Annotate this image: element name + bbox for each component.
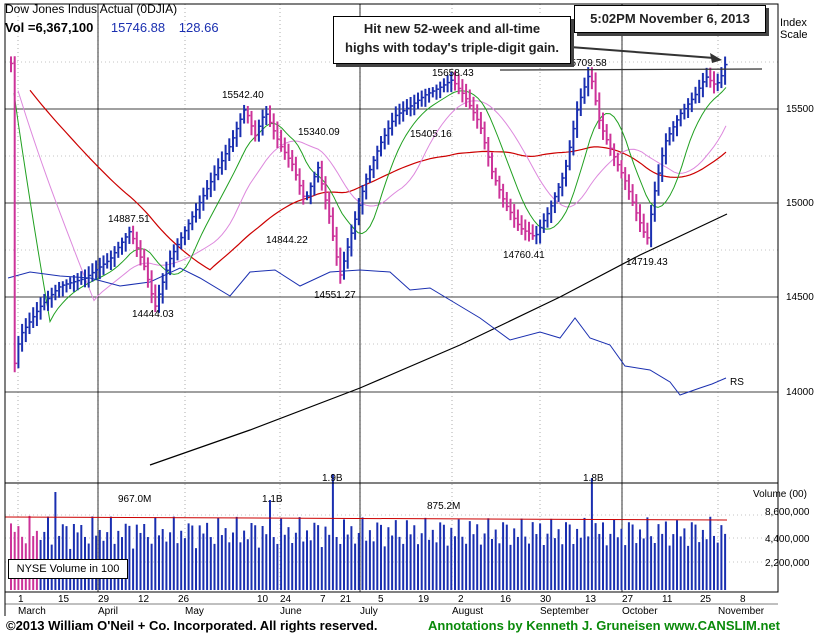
x-day-label: 2 xyxy=(458,594,464,605)
volume-peak-label: 967.0M xyxy=(118,494,151,505)
volume-tick-label: 4,400,000 xyxy=(765,534,810,545)
x-day-label: 25 xyxy=(700,594,712,605)
x-day-label: 10 xyxy=(257,594,269,605)
volume-peak-label: 875.2M xyxy=(427,501,460,512)
moving-average-21 xyxy=(17,90,727,302)
credits-text: Annotations by Kenneth J. Gruneisen www.… xyxy=(428,618,780,633)
y-tick-label: 15500 xyxy=(786,104,814,115)
index-scale-label: Index Scale xyxy=(780,17,808,41)
y-tick-label: 14000 xyxy=(786,387,814,398)
price-label: 14719.43 xyxy=(626,257,668,268)
rs-series-label: RS xyxy=(730,377,744,388)
volume-peak-label: 1.9B xyxy=(322,473,343,484)
x-month-label: April xyxy=(98,606,118,617)
price-label: 14844.22 xyxy=(266,235,308,246)
x-day-label: 5 xyxy=(378,594,384,605)
price-label: 15340.09 xyxy=(298,127,340,138)
last-price: 15746.88 xyxy=(110,20,166,35)
annotation-box: Hit new 52-week and all-time highs with … xyxy=(333,16,571,64)
price-label: 15658.43 xyxy=(432,68,474,79)
y-tick-label: 14500 xyxy=(786,292,814,303)
x-day-label: 16 xyxy=(500,594,512,605)
chart-grid xyxy=(5,4,778,592)
volume-axis-label: Volume (00) xyxy=(753,489,807,500)
x-day-label: 24 xyxy=(280,594,292,605)
rs-line-path xyxy=(7,267,727,396)
volume-average-line xyxy=(4,516,728,521)
x-day-label: 11 xyxy=(662,594,673,605)
volume-tick-label: 8,600,000 xyxy=(765,507,810,518)
price-label: 14551.27 xyxy=(314,290,356,301)
x-day-label: 13 xyxy=(585,594,597,605)
volume-peak-label: 1.8B xyxy=(583,473,604,484)
x-day-label: 27 xyxy=(622,594,634,605)
price-label: 14444.03 xyxy=(132,309,174,320)
x-day-label: 8 xyxy=(740,594,746,605)
annotation-arrow xyxy=(569,46,715,59)
x-day-label: 29 xyxy=(98,594,110,605)
x-day-label: 15 xyxy=(58,594,70,605)
moving-average-10 xyxy=(13,87,727,324)
price-label: 15542.40 xyxy=(222,90,264,101)
x-month-label: March xyxy=(18,606,46,617)
annotation-line-1: Hit new 52-week and all-time xyxy=(363,21,541,36)
volume-label: Vol =6,367,100 xyxy=(5,20,94,35)
volume-tick-label: 2,200,000 xyxy=(765,558,810,569)
x-month-label: May xyxy=(185,606,204,617)
chart-title: Dow Jones Indus Actual (0DJIA) xyxy=(5,2,178,16)
annotation-line-2: highs with today's triple-digit gain. xyxy=(345,40,559,55)
x-month-label: November xyxy=(718,606,765,617)
price-label: 14887.51 xyxy=(108,214,150,225)
x-day-label: 26 xyxy=(178,594,190,605)
copyright-text: ©2013 William O'Neil + Co. Incorporated.… xyxy=(6,618,378,633)
x-month-label: July xyxy=(360,606,378,617)
chart-frame xyxy=(4,3,779,616)
ma-200-line xyxy=(149,213,728,466)
ma-21-line xyxy=(17,90,727,302)
volume-bars xyxy=(4,474,728,590)
prior-high-line xyxy=(499,68,763,71)
x-day-label: 1 xyxy=(18,594,24,605)
volume-legend-box: NYSE Volume in 100 xyxy=(8,559,128,579)
x-day-label: 7 xyxy=(320,594,326,605)
x-month-label: June xyxy=(280,606,302,617)
timestamp-box: 5:02PM November 6, 2013 xyxy=(574,5,766,33)
price-label: 15709.58 xyxy=(565,58,607,69)
moving-average-200 xyxy=(149,213,728,466)
x-month-label: August xyxy=(452,606,483,617)
x-month-label: September xyxy=(540,606,590,617)
x-day-label: 30 xyxy=(540,594,552,605)
price-change: 128.66 xyxy=(178,20,219,35)
y-tick-label: 15000 xyxy=(786,198,814,209)
x-day-label: 21 xyxy=(340,594,352,605)
x-month-label: October xyxy=(622,606,658,617)
x-day-label: 19 xyxy=(418,594,430,605)
x-day-label: 12 xyxy=(138,594,150,605)
price-label: 15405.16 xyxy=(410,129,452,140)
volume-peak-label: 1.1B xyxy=(262,494,283,505)
ma-10-line xyxy=(13,87,727,324)
chart-labels: 14887.51 14444.03 15542.40 15340.09 14844.22… xyxy=(18,58,814,617)
volume-info: Vol =6,367,100 15746.88 128.66 xyxy=(5,20,219,35)
arrow-head xyxy=(710,53,722,63)
price-label: 14760.41 xyxy=(503,250,545,261)
price-bars xyxy=(10,56,728,373)
rs-line xyxy=(7,267,727,396)
